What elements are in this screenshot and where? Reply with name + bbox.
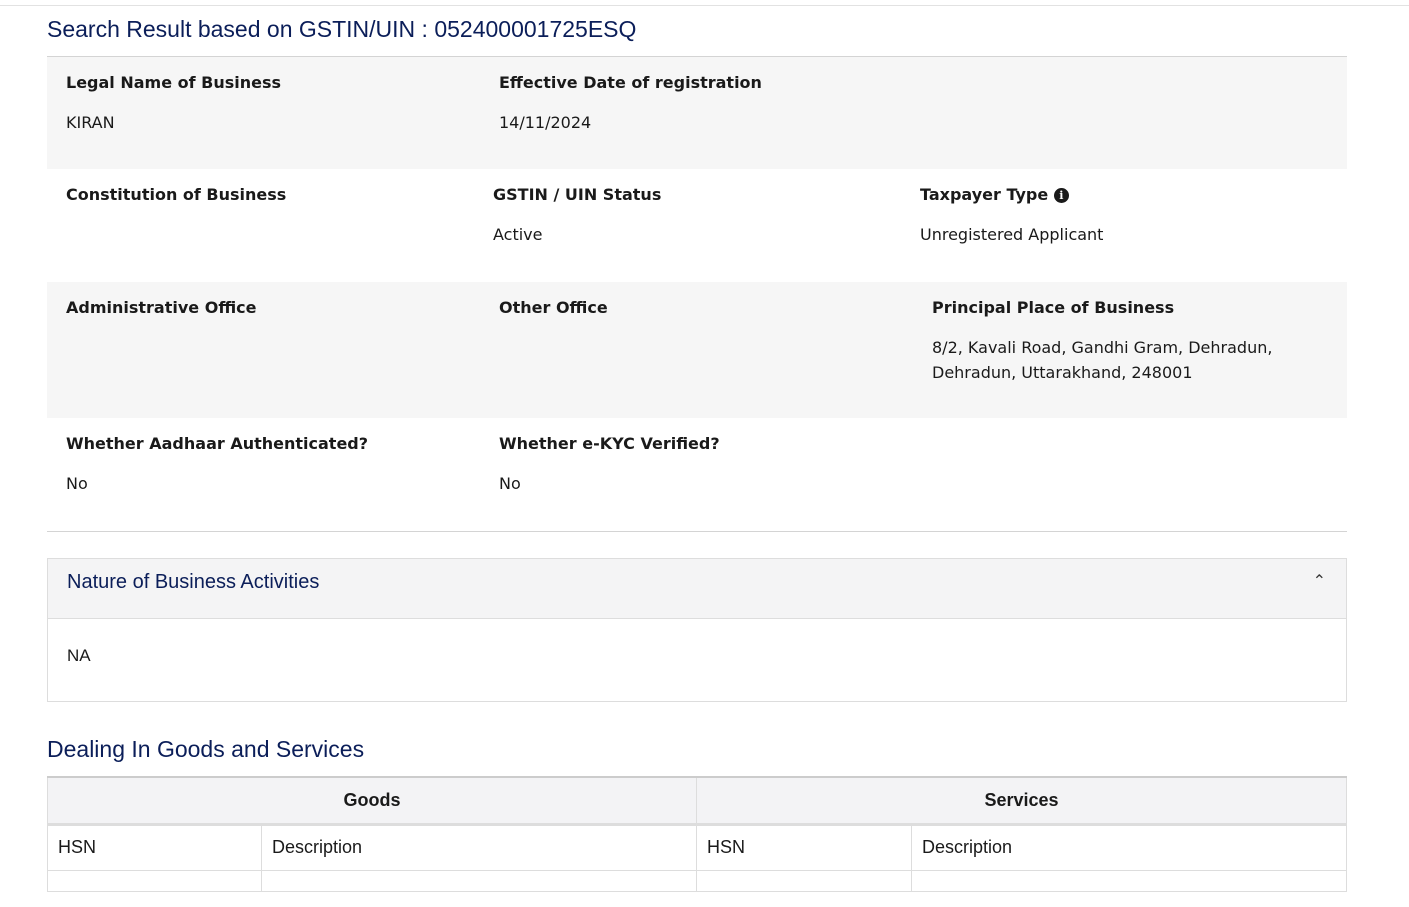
chevron-up-icon[interactable]: ⌃ xyxy=(1312,573,1326,590)
table-row xyxy=(47,869,1347,892)
info-icon[interactable]: i xyxy=(1053,188,1069,203)
details-row: Whether Aadhaar Authenticated? No Whether… xyxy=(47,418,1347,531)
field-label: Legal Name of Business xyxy=(66,73,282,92)
field-label: Administrative Office xyxy=(66,298,257,317)
accordion-title: Nature of Business Activities xyxy=(67,571,320,593)
field-value: No xyxy=(66,474,88,493)
field-label: Taxpayer Type xyxy=(920,185,1049,204)
field-label: Other Office xyxy=(499,298,608,317)
details-grid: Legal Name of Business KIRAN Effective Da… xyxy=(47,56,1347,532)
goods-header: Goods xyxy=(47,776,697,826)
services-header: Services xyxy=(696,776,1347,826)
accordion-body: NA xyxy=(67,646,91,665)
field-value: KIRAN xyxy=(66,113,115,132)
hsn-header: HSN xyxy=(47,823,262,871)
field-value: Unregistered Applicant xyxy=(920,225,1104,244)
field-label: Principal Place of Business xyxy=(932,298,1175,317)
details-row: Constitution of Business GSTIN / UIN Sta… xyxy=(47,169,1347,282)
details-row: Legal Name of Business KIRAN Effective Da… xyxy=(47,57,1347,169)
field-value: No xyxy=(499,474,521,493)
hsn-header: HSN xyxy=(696,823,912,871)
goods-services-table: Goods Services HSN Description HSN Descripti… xyxy=(47,776,1347,892)
field-label: GSTIN / UIN Status xyxy=(493,185,662,204)
field-label: Whether e-KYC Verified? xyxy=(499,434,720,453)
field-label: Whether Aadhaar Authenticated? xyxy=(66,434,369,453)
description-header: Description xyxy=(261,823,697,871)
description-header: Description xyxy=(911,823,1347,871)
details-row: Administrative Office Other Office Princ… xyxy=(47,282,1347,418)
section-title: Dealing In Goods and Services xyxy=(47,736,365,762)
field-label: Effective Date of registration xyxy=(499,73,762,92)
field-value: 8/2, Kavali Road, Gandhi Gram, Dehradun,… xyxy=(932,338,1273,382)
field-label: Constitution of Business xyxy=(66,185,287,204)
field-value: 14/11/2024 xyxy=(499,113,592,132)
page-title: Search Result based on GSTIN/UIN : 05240… xyxy=(47,16,637,42)
nature-accordion: Nature of Business Activities ⌃ NA xyxy=(47,558,1347,702)
divider xyxy=(0,5,1409,6)
accordion-header[interactable]: Nature of Business Activities ⌃ xyxy=(48,559,1346,619)
field-value: Active xyxy=(493,225,543,244)
